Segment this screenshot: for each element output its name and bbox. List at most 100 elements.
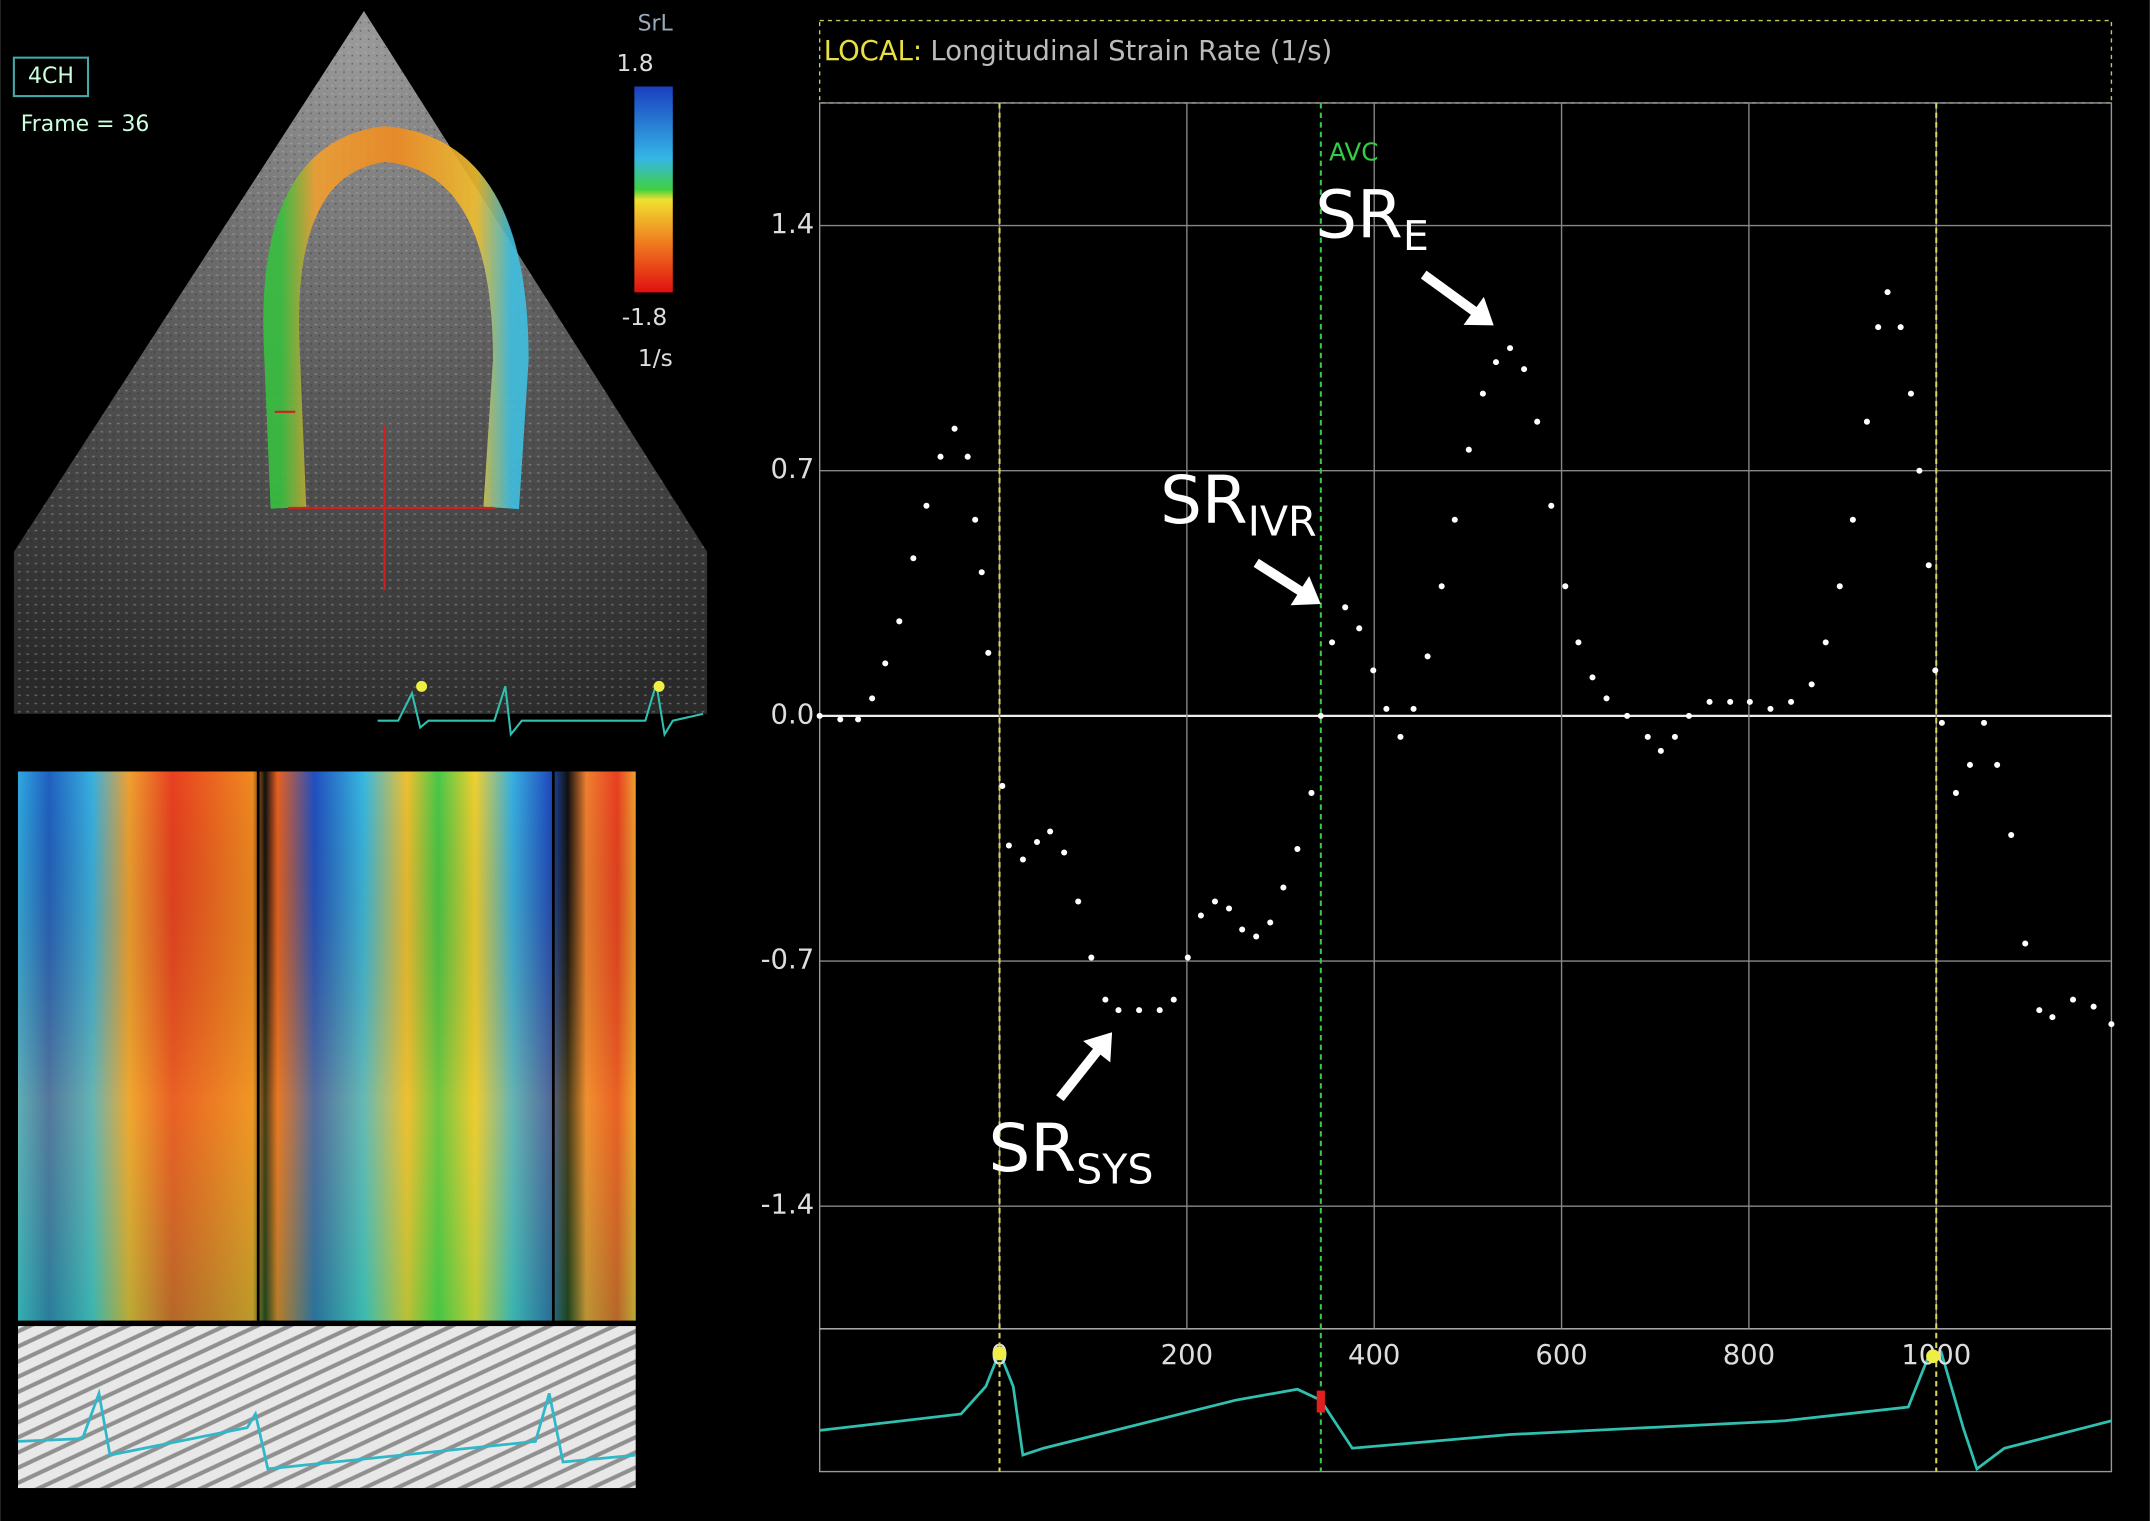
data-point xyxy=(1317,712,1324,719)
data-point xyxy=(1342,604,1349,611)
data-point xyxy=(1925,562,1932,569)
x-tick-label: 800 xyxy=(1723,1340,1775,1371)
data-point xyxy=(1184,954,1191,961)
data-point xyxy=(2036,1007,2043,1014)
data-point xyxy=(1981,719,1988,726)
data-point xyxy=(1685,712,1692,719)
data-point xyxy=(1624,712,1631,719)
data-point xyxy=(1047,828,1054,835)
data-point xyxy=(1788,698,1795,705)
data-point xyxy=(1534,418,1541,425)
data-point xyxy=(1308,789,1315,796)
data-point xyxy=(1863,418,1870,425)
mmode-panel xyxy=(17,771,636,1489)
annotation: SRE xyxy=(1315,177,1429,260)
data-point xyxy=(964,453,971,460)
data-point xyxy=(1294,845,1301,852)
data-point xyxy=(1897,324,1904,331)
data-point xyxy=(1033,838,1041,845)
data-point xyxy=(1397,733,1404,740)
annotation-arrow xyxy=(1253,558,1307,598)
data-point xyxy=(1562,583,1569,590)
annotation-subscript: E xyxy=(1403,212,1429,260)
annotation-arrowhead xyxy=(1463,296,1494,326)
data-point xyxy=(2008,831,2015,838)
data-point xyxy=(1267,919,1274,926)
data-point xyxy=(1239,926,1246,933)
chart-title: LOCAL: Longitudinal Strain Rate (1/s) xyxy=(824,36,1332,67)
strain-chart: LOCAL: Longitudinal Strain Rate (1/s) 1.4… xyxy=(761,19,2115,1473)
plot-frame xyxy=(818,102,2113,1473)
data-point xyxy=(1808,681,1815,688)
data-point xyxy=(1492,359,1500,366)
data-point xyxy=(972,516,979,523)
data-point xyxy=(1075,898,1082,905)
data-point xyxy=(1170,996,1177,1003)
data-point xyxy=(985,649,992,656)
data-point xyxy=(1424,653,1431,660)
data-point xyxy=(1005,842,1012,849)
ecg-marker xyxy=(416,680,428,692)
data-point xyxy=(1966,761,1973,768)
myocardium-overlay xyxy=(263,126,529,510)
annotation-subscript: SYS xyxy=(1076,1145,1153,1193)
annotation-arrowhead xyxy=(1083,1032,1113,1063)
echo-speckle xyxy=(13,10,708,714)
data-point xyxy=(978,569,985,576)
gray-mmode xyxy=(17,1326,636,1489)
data-point xyxy=(1136,1007,1143,1014)
data-point xyxy=(1589,674,1596,681)
data-point xyxy=(951,425,958,432)
data-point xyxy=(1836,583,1843,590)
mmode-ecg xyxy=(17,1388,636,1471)
data-point xyxy=(1211,898,1218,905)
data-point xyxy=(2069,996,2077,1003)
data-point xyxy=(937,453,944,460)
data-point xyxy=(1575,639,1582,646)
data-point xyxy=(1451,516,1458,523)
annotation-subscript: IVR xyxy=(1248,497,1317,545)
view-box xyxy=(12,56,90,98)
ecg-marker xyxy=(1926,1349,1940,1364)
data-point xyxy=(1088,954,1095,961)
data-point xyxy=(1727,698,1734,705)
annotation: SRIVR xyxy=(1160,462,1317,545)
data-point xyxy=(999,782,1006,789)
color-mmode-shade xyxy=(17,771,636,1321)
y-tick-label: 1.4 xyxy=(771,209,815,240)
annotation-arrowhead xyxy=(1290,576,1321,606)
x-tick-label: 400 xyxy=(1348,1340,1400,1371)
data-point xyxy=(1657,747,1664,754)
view-label: 4CH xyxy=(28,64,74,89)
x-tick-label: 200 xyxy=(1161,1340,1213,1371)
data-point xyxy=(1938,719,1945,726)
data-point xyxy=(1156,1007,1163,1014)
data-point xyxy=(1197,912,1204,919)
echo-panel: 4CH Frame = 36 SrL 1.8 -1.8 1/s xyxy=(12,10,708,738)
data-point xyxy=(1644,733,1651,740)
data-point xyxy=(1548,502,1555,509)
mini-ecg xyxy=(377,683,704,738)
data-point xyxy=(1438,583,1445,590)
data-point xyxy=(1356,625,1363,632)
data-point xyxy=(816,712,823,719)
ecg-marker xyxy=(992,1346,1007,1361)
data-point xyxy=(1932,667,1939,674)
data-point xyxy=(910,555,917,562)
data-point xyxy=(1465,446,1472,453)
y-tick-label: 0.0 xyxy=(771,699,815,730)
data-point xyxy=(1253,933,1260,940)
color-bar xyxy=(634,86,673,293)
data-point xyxy=(1479,390,1486,397)
title-text: Longitudinal Strain Rate (1/s) xyxy=(930,36,1332,67)
data-point xyxy=(1916,467,1923,474)
data-point xyxy=(1875,324,1882,331)
data-point xyxy=(1102,996,1109,1003)
annotation-text: SR xyxy=(1315,177,1403,254)
data-point xyxy=(1061,849,1068,856)
data-point xyxy=(1226,905,1233,912)
data-point xyxy=(1603,695,1610,702)
data-point xyxy=(2108,1021,2115,1028)
scale-name: SrL xyxy=(638,12,674,37)
